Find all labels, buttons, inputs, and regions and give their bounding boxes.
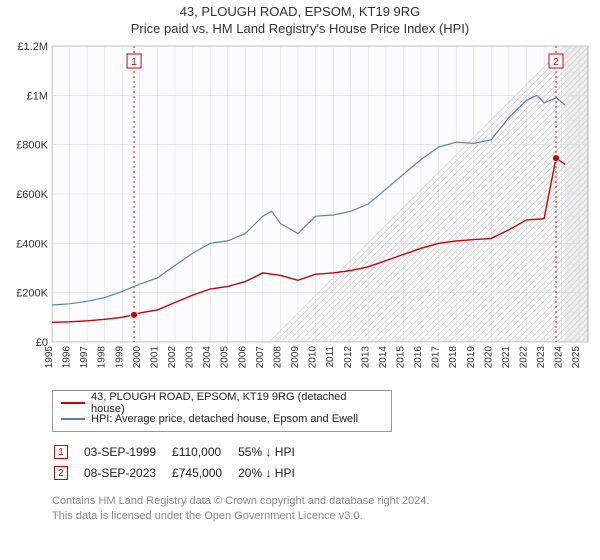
legend-swatch — [61, 418, 85, 420]
svg-text:2022: 2022 — [518, 346, 529, 369]
svg-text:1995: 1995 — [44, 346, 55, 369]
sale-date: 08-SEP-2023 — [84, 463, 170, 482]
legend-label: 43, PLOUGH ROAD, EPSOM, KT19 9RG (detach… — [91, 391, 383, 415]
svg-text:2023: 2023 — [536, 346, 547, 369]
marker-badge: 1 — [54, 445, 68, 459]
svg-text:2018: 2018 — [448, 346, 459, 369]
svg-text:£200K: £200K — [16, 288, 48, 300]
svg-text:2004: 2004 — [202, 346, 213, 369]
svg-text:2021: 2021 — [501, 346, 512, 369]
sale-date: 03-SEP-1999 — [84, 442, 170, 461]
svg-text:2025: 2025 — [571, 346, 582, 369]
legend-swatch — [61, 402, 85, 404]
svg-text:2017: 2017 — [431, 346, 442, 369]
legend-item: HPI: Average price, detached house, Epso… — [61, 411, 383, 427]
footer-line: This data is licensed under the Open Gov… — [52, 509, 594, 524]
svg-text:2013: 2013 — [360, 346, 371, 369]
chart-title: 43, PLOUGH ROAD, EPSOM, KT19 9RG — [6, 4, 594, 19]
svg-text:2024: 2024 — [554, 346, 565, 369]
svg-text:2: 2 — [553, 57, 559, 68]
svg-text:2007: 2007 — [255, 346, 266, 369]
svg-text:2015: 2015 — [395, 346, 406, 369]
sale-delta: 20% ↓ HPI — [238, 463, 309, 482]
footer-attribution: Contains HM Land Registry data © Crown c… — [52, 494, 594, 524]
svg-text:2020: 2020 — [483, 346, 494, 369]
footer-line: Contains HM Land Registry data © Crown c… — [52, 494, 594, 509]
svg-text:2012: 2012 — [343, 346, 354, 369]
svg-text:2005: 2005 — [220, 346, 231, 369]
plot-area: £0£200K£400K£600K£800K£1M£1.2M1995199619… — [6, 42, 594, 382]
sales-table: 1 03-SEP-1999 £110,000 55% ↓ HPI 2 08-SE… — [52, 440, 311, 484]
svg-text:2019: 2019 — [466, 346, 477, 369]
svg-text:2011: 2011 — [325, 346, 336, 368]
chart-container: 43, PLOUGH ROAD, EPSOM, KT19 9RG Price p… — [0, 0, 600, 524]
legend-item: 43, PLOUGH ROAD, EPSOM, KT19 9RG (detach… — [61, 395, 383, 411]
svg-text:£800K: £800K — [16, 140, 48, 152]
svg-text:1998: 1998 — [97, 346, 108, 369]
svg-text:2010: 2010 — [308, 346, 319, 369]
svg-text:£1.2M: £1.2M — [17, 42, 48, 53]
table-row: 2 08-SEP-2023 £745,000 20% ↓ HPI — [54, 463, 309, 482]
svg-text:£1M: £1M — [27, 90, 48, 102]
svg-text:1999: 1999 — [114, 346, 125, 369]
legend: 43, PLOUGH ROAD, EPSOM, KT19 9RG (detach… — [52, 390, 392, 432]
svg-text:£600K: £600K — [16, 189, 48, 201]
svg-text:2006: 2006 — [237, 346, 248, 369]
chart-subtitle: Price paid vs. HM Land Registry's House … — [6, 21, 594, 36]
svg-text:2016: 2016 — [413, 346, 424, 369]
marker-badge: 2 — [54, 466, 68, 480]
svg-text:2003: 2003 — [185, 346, 196, 369]
svg-text:2000: 2000 — [132, 346, 143, 369]
svg-text:£400K: £400K — [16, 238, 48, 250]
svg-text:2002: 2002 — [167, 346, 178, 369]
svg-text:2001: 2001 — [149, 346, 160, 369]
sale-delta: 55% ↓ HPI — [238, 442, 309, 461]
svg-text:1: 1 — [131, 57, 137, 68]
svg-text:2008: 2008 — [272, 346, 283, 369]
legend-label: HPI: Average price, detached house, Epso… — [91, 413, 358, 425]
svg-text:1996: 1996 — [62, 346, 73, 369]
svg-text:1997: 1997 — [79, 346, 90, 369]
svg-text:2014: 2014 — [378, 346, 389, 369]
sale-price: £745,000 — [172, 463, 236, 482]
sale-price: £110,000 — [172, 442, 236, 461]
chart-svg: £0£200K£400K£600K£800K£1M£1.2M1995199619… — [6, 42, 594, 382]
table-row: 1 03-SEP-1999 £110,000 55% ↓ HPI — [54, 442, 309, 461]
svg-text:2009: 2009 — [290, 346, 301, 369]
